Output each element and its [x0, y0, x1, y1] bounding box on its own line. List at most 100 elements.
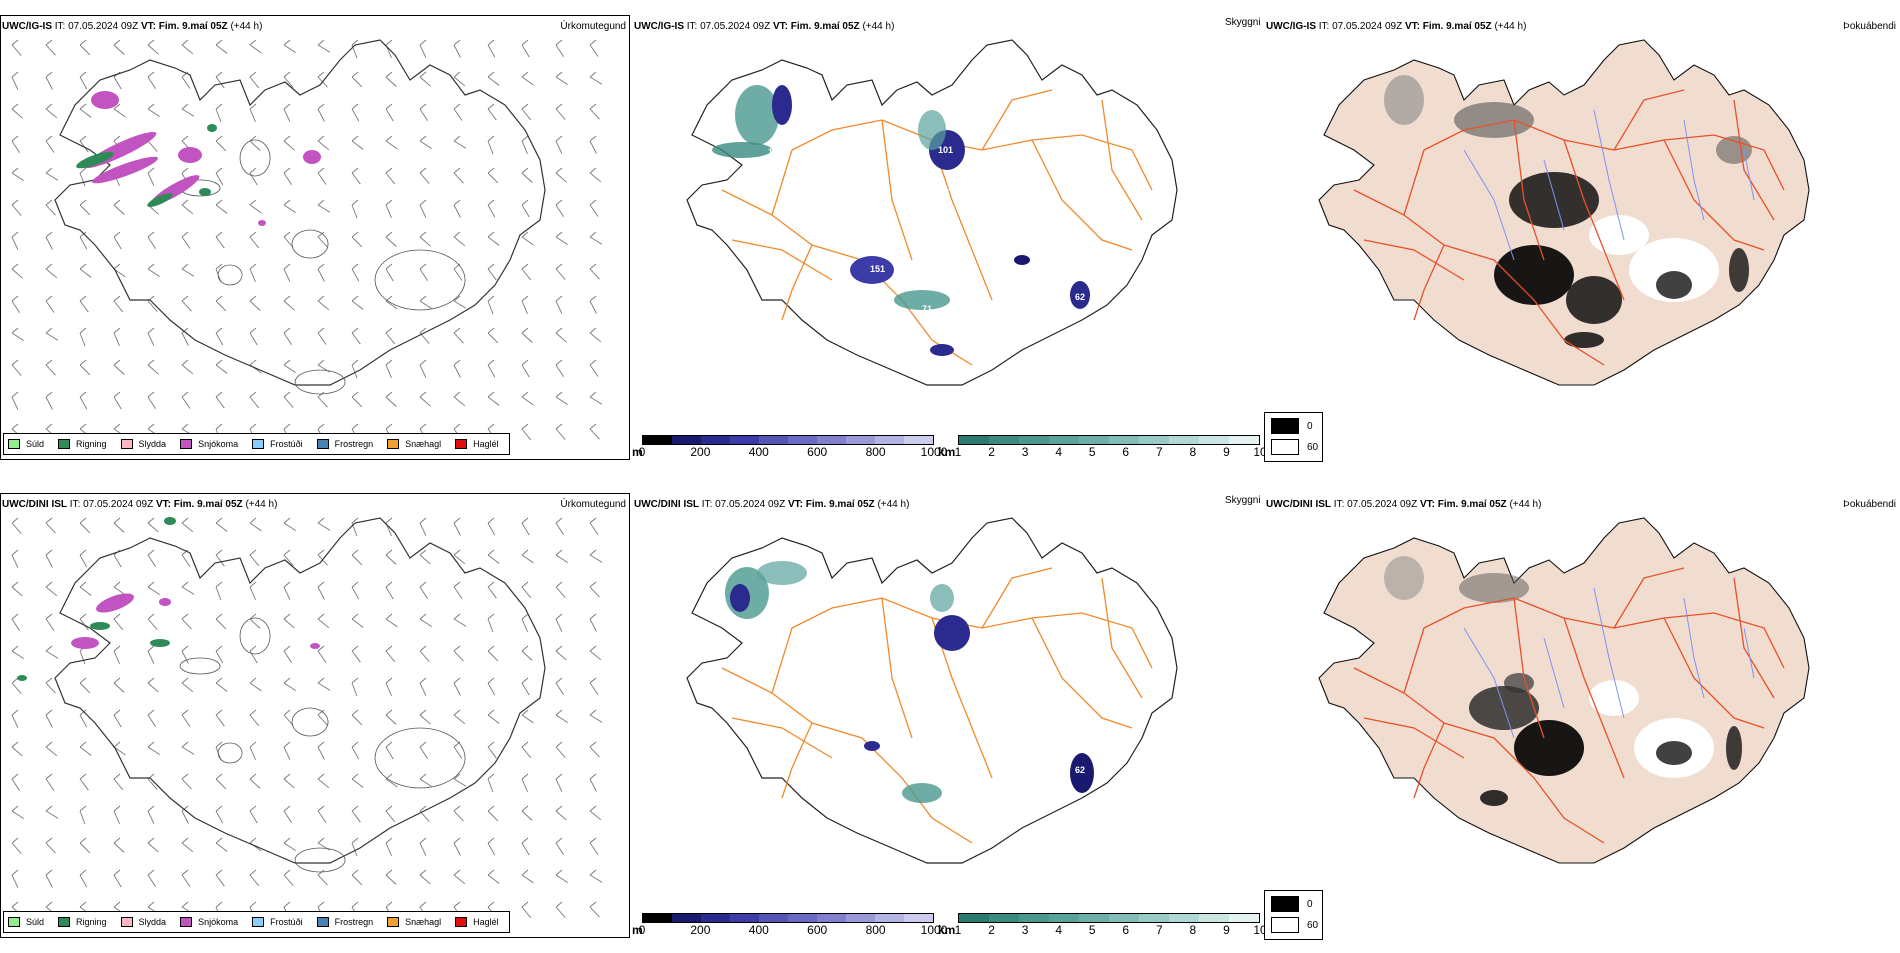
map-value-label: 71: [922, 304, 932, 314]
wind-barb-flag: [317, 391, 325, 398]
wind-barb: [351, 746, 360, 760]
valid-time: Fim. 9.maí 05Z: [1437, 499, 1507, 510]
wind-barb-flag: [79, 359, 87, 366]
legend-swatch: [180, 917, 193, 927]
wind-barb-flag: [45, 773, 53, 780]
wind-barb: [181, 396, 191, 409]
fog-legend-label: 60: [1307, 919, 1319, 931]
wind-barb-flag: [113, 295, 121, 302]
wind-barb-flag: [589, 517, 597, 524]
wind-barb-flag: [487, 135, 495, 142]
wind-barb: [317, 618, 330, 629]
wind-barb-flag: [181, 391, 189, 398]
wind-barb: [351, 204, 358, 219]
wind-barb-flag: [589, 423, 597, 430]
wind-barb-flag: [351, 231, 359, 238]
wind-barb: [487, 586, 497, 599]
wind-barb-flag: [79, 103, 87, 110]
wind-barb-flag: [113, 645, 121, 652]
wind-barb-flag: [555, 39, 563, 46]
wind-barb-flag: [79, 773, 87, 780]
wind-barb: [487, 300, 494, 315]
wind-barb: [215, 554, 225, 567]
wind-barb: [521, 842, 530, 856]
wind-barb: [45, 586, 58, 597]
wind-barb-flag: [555, 869, 563, 876]
wind-barb-flag: [11, 359, 19, 366]
wind-barb-flag: [215, 805, 223, 812]
colorbar-tick: 10: [1253, 445, 1267, 459]
wind-barb: [147, 650, 155, 664]
fog-legend-swatch: [1271, 896, 1299, 912]
wind-barb-flag: [11, 581, 19, 588]
map-value-label: 432: [792, 124, 807, 134]
wind-barb: [521, 586, 532, 599]
wind-barb: [147, 364, 159, 375]
wind-barb: [181, 204, 194, 215]
wind-barb: [589, 268, 600, 280]
colorbar-tick: 1: [954, 923, 962, 937]
wind-barb-flag: [385, 709, 393, 716]
colorbar-tick: 3: [1021, 923, 1029, 937]
wind-barb-flag: [351, 135, 359, 142]
wind-barb: [555, 396, 568, 405]
lead-time: (+44 h): [862, 21, 895, 32]
wind-barb: [79, 204, 91, 216]
wind-barb-flag: [45, 39, 53, 46]
wind-barb-flag: [385, 167, 393, 174]
wind-barb-flag: [521, 231, 529, 238]
wind-barb: [453, 682, 461, 696]
colorbar-segment: [1019, 436, 1049, 444]
wind-barb: [45, 108, 58, 119]
wind-barb-flag: [317, 645, 325, 652]
wind-barb: [79, 778, 89, 791]
wind-barb: [79, 810, 86, 825]
wind-barb: [147, 140, 158, 152]
wind-barb-flag: [181, 805, 189, 812]
wind-barb-flag: [351, 645, 359, 652]
wind-barb: [453, 618, 467, 627]
wind-barb: [113, 364, 125, 375]
wind-barb: [147, 874, 156, 887]
wind-barb: [453, 554, 466, 565]
colorbar-tick: 10: [1253, 923, 1267, 937]
wind-barb-flag: [113, 327, 121, 334]
wind-barb-flag: [351, 677, 359, 684]
wind-barb-flag: [283, 231, 291, 238]
wind-barb: [215, 76, 225, 89]
wind-barb: [113, 682, 125, 693]
wind-barb: [11, 44, 22, 56]
wind-barb: [589, 236, 603, 245]
row-1: UWC/IG-IS IT: 07.05.2024 09Z VT: Fim. 9.…: [0, 0, 1900, 475]
colorbar-tick: 7: [1155, 445, 1163, 459]
wind-barb: [521, 364, 530, 378]
colorbar-tick: 4: [1055, 445, 1062, 459]
wind-barb-flag: [555, 549, 563, 556]
wind-barb: [521, 906, 532, 919]
valid-time: Fim. 9.maí 05Z: [158, 21, 228, 32]
wind-barb: [215, 300, 227, 312]
wind-barb: [283, 586, 291, 600]
colorbar-segment: [730, 914, 759, 922]
legend-item: Snæhagl: [387, 439, 441, 449]
legend-item: Frostúði: [252, 917, 303, 927]
wind-barb-flag: [521, 167, 529, 174]
wind-barb-flag: [317, 837, 325, 844]
wind-barb-flag: [45, 741, 53, 748]
wind-barb-flag: [215, 773, 223, 780]
wind-barb-flag: [487, 677, 495, 684]
wind-barb: [181, 236, 191, 249]
wind-barb-flag: [11, 391, 19, 398]
wind-barb: [283, 172, 292, 185]
panel-frame: [0, 15, 630, 460]
wind-barb: [521, 204, 530, 218]
wind-barb-flag: [181, 901, 189, 908]
wind-barb: [249, 522, 262, 532]
wind-barb-flag: [453, 581, 461, 588]
legend-label: Haglél: [473, 439, 499, 449]
wind-barb-flag: [215, 103, 223, 110]
wind-barb-flag: [487, 103, 495, 110]
wind-barb: [249, 300, 261, 311]
wind-barb-flag: [419, 167, 427, 174]
wind-barb: [147, 842, 159, 853]
